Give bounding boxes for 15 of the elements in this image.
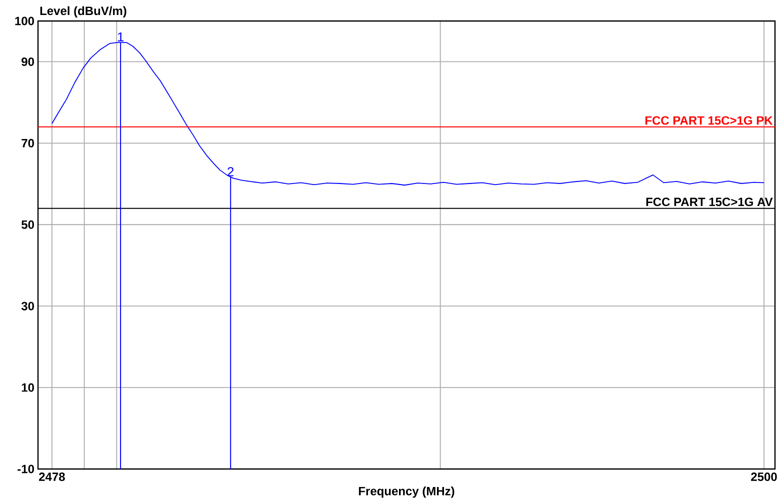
- annotation: 2: [228, 167, 234, 176]
- ref-line-label: FCC PART 15C>1G AV: [646, 198, 773, 206]
- y-tick-label: 90: [22, 57, 34, 66]
- y-tick-label: 30: [21, 302, 34, 310]
- ref-line-label: FCC PART 15C>1G PK: [645, 116, 773, 125]
- annotation: 1: [118, 32, 124, 42]
- x-axis-title: Frequency (MHz): [358, 486, 454, 498]
- y-tick-label: 10: [22, 383, 34, 392]
- y-tick-label: 70: [22, 138, 34, 148]
- y-axis-title: Level (dBuV/m): [40, 6, 126, 18]
- y-tick-label: -10: [18, 464, 34, 474]
- x-tick-label: 2478: [39, 472, 65, 482]
- y-tick-label: 100: [15, 16, 34, 26]
- y-tick-label: 50: [22, 220, 34, 229]
- x-tick-label: 2500: [751, 472, 777, 482]
